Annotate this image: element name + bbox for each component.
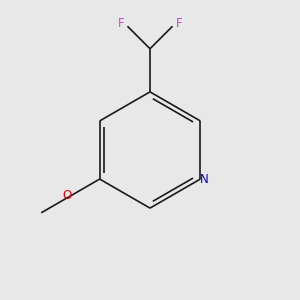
- Text: F: F: [176, 17, 183, 30]
- Text: O: O: [63, 189, 72, 202]
- Text: F: F: [117, 17, 124, 30]
- Text: N: N: [200, 172, 208, 186]
